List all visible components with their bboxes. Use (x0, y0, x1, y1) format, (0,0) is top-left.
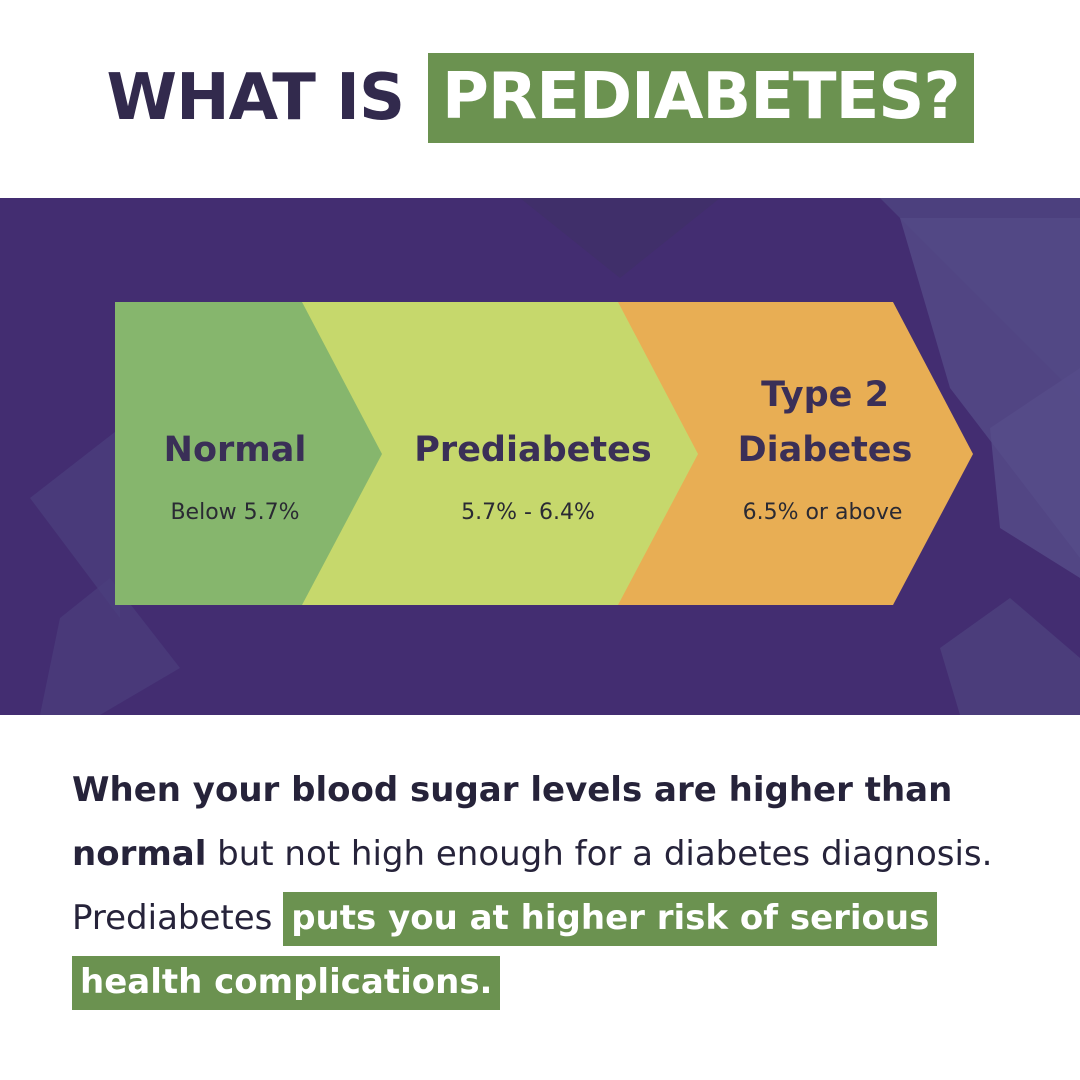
diagram-band (0, 198, 1080, 715)
stage-prediabetes-title: Prediabetes (414, 430, 652, 470)
title-plain-text: WHAT IS (106, 61, 405, 135)
chevron-prediabetes (284, 302, 698, 605)
stage-normal-title: Normal (163, 430, 307, 470)
description-bold-lead: When your blood sugar levels are higher … (72, 770, 953, 874)
page-title: WHAT IS PREDIABETES? (0, 52, 1080, 144)
title-highlight-text: PREDIABETES? (428, 53, 974, 143)
description-paragraph: When your blood sugar levels are higher … (72, 758, 1032, 1014)
background-pattern (30, 198, 1080, 715)
stage-type2-range: 6.5% or above (742, 500, 903, 525)
description-regular-text: but not high enough for a diabetes diagn… (72, 834, 993, 938)
stage-chevrons (115, 302, 973, 605)
chevron-normal (115, 302, 382, 605)
stage-prediabetes-range: 5.7% - 6.4% (461, 500, 595, 525)
stage-type2-title-line1: Type 2 (761, 375, 889, 415)
chevron-type2 (580, 302, 973, 605)
stage-normal-range: Below 5.7% (170, 500, 300, 525)
stage-type2-title-line2: Diabetes (737, 430, 913, 470)
